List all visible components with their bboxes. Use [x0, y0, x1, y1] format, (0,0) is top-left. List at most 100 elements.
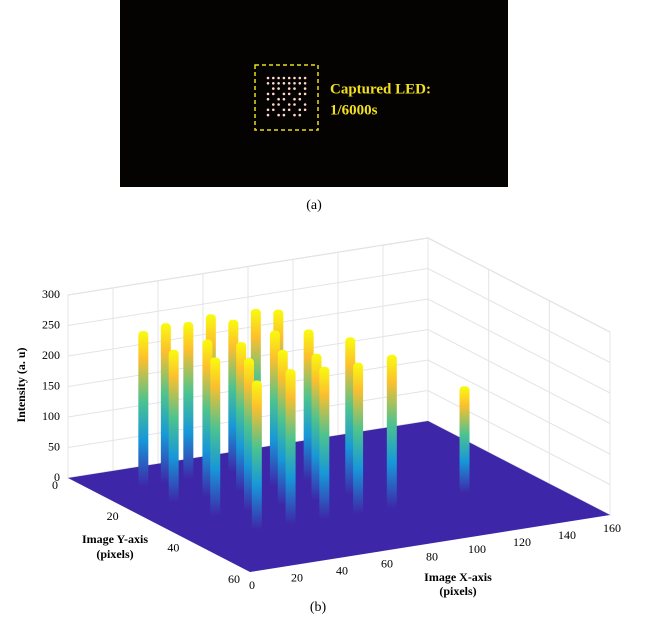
led	[277, 113, 280, 117]
led	[293, 97, 296, 101]
peak	[236, 342, 247, 492]
peak	[269, 330, 280, 487]
led	[277, 76, 280, 80]
z-tick-label: 100	[42, 409, 60, 423]
x-tick-label: 0	[249, 578, 255, 592]
led	[298, 108, 302, 112]
led	[303, 76, 307, 80]
photo	[120, 0, 508, 187]
led	[293, 103, 296, 106]
led	[266, 108, 270, 112]
led	[298, 113, 302, 117]
x-axis-label: Image X-axis	[424, 570, 492, 584]
led	[282, 92, 286, 96]
led	[277, 82, 280, 85]
led	[287, 92, 291, 96]
led	[287, 103, 291, 106]
peak	[345, 337, 356, 495]
z-tick-label: 150	[42, 378, 60, 392]
peak	[319, 366, 330, 520]
z-tick-label: 0	[54, 470, 60, 484]
peak	[277, 349, 288, 506]
led	[303, 82, 307, 85]
peak	[311, 353, 322, 501]
led	[266, 76, 270, 80]
led	[293, 76, 296, 80]
highlight-box	[254, 64, 319, 131]
z-tick-label: 300	[42, 287, 60, 301]
annotation: 1/6000s	[330, 102, 378, 118]
led	[282, 113, 286, 117]
x-tick-label: 40	[336, 564, 348, 578]
led	[282, 108, 286, 112]
peak	[244, 358, 254, 511]
led	[303, 92, 307, 96]
peak	[168, 349, 179, 503]
panel-a: Captured LED: 1/6000s (a)	[120, 0, 508, 213]
led	[272, 92, 275, 96]
peak	[183, 322, 194, 480]
peak	[285, 369, 296, 525]
led	[282, 97, 286, 101]
led	[303, 87, 307, 90]
x-tick-label: 140	[558, 528, 576, 542]
peak	[251, 380, 262, 530]
peak	[303, 329, 314, 481]
led	[303, 108, 307, 112]
x-tick-label: 80	[426, 549, 438, 563]
peak	[160, 323, 171, 483]
y-tick-label: 0	[52, 478, 58, 492]
z-tick-label: 200	[42, 348, 60, 362]
x-tick-label: 160	[603, 521, 621, 535]
led	[266, 97, 270, 101]
led	[282, 76, 286, 80]
led	[277, 97, 280, 101]
led	[293, 82, 296, 85]
y-tick-label: 40	[167, 540, 179, 554]
z-axis-label: Intensity (a. u)	[14, 347, 28, 422]
led	[272, 82, 275, 85]
peak	[386, 354, 397, 509]
x-tick-label: 120	[513, 535, 531, 549]
y-axis-label: Image Y-axis	[82, 532, 148, 546]
led	[282, 82, 286, 85]
caption: (b)	[310, 600, 327, 615]
led	[303, 103, 307, 106]
peak	[210, 357, 221, 517]
caption: (a)	[306, 198, 322, 213]
led	[277, 103, 280, 106]
led	[266, 92, 270, 96]
led	[266, 82, 270, 85]
x-tick-label: 60	[381, 556, 393, 570]
led	[272, 76, 275, 80]
led	[298, 92, 302, 96]
led	[277, 87, 280, 90]
led-array	[266, 76, 307, 117]
led	[287, 87, 291, 90]
x-tick-label: 100	[468, 542, 486, 556]
peak	[202, 339, 213, 497]
y-tick-label: 20	[107, 509, 119, 523]
led	[266, 113, 270, 117]
x-tick-label: 20	[291, 571, 303, 585]
led	[298, 97, 302, 101]
z-tick-label: 250	[42, 317, 60, 331]
led	[293, 87, 296, 90]
led	[287, 108, 291, 112]
z-tick-label: 50	[48, 439, 60, 453]
panel-b: 0 50 100 150 200 250 300 0 20 40 60 0 20 40 60 80 100 120…	[14, 237, 621, 598]
led	[287, 82, 291, 85]
led	[272, 103, 275, 106]
peak	[459, 386, 470, 494]
led	[298, 76, 302, 80]
peak	[138, 330, 149, 487]
led	[293, 113, 296, 117]
y-axis-label: (pixels)	[96, 547, 133, 561]
led	[272, 108, 275, 112]
y-tick-label: 60	[228, 572, 240, 586]
led	[287, 76, 291, 80]
led	[298, 82, 302, 85]
annotation: Captured LED:	[330, 81, 431, 97]
led	[272, 87, 275, 90]
